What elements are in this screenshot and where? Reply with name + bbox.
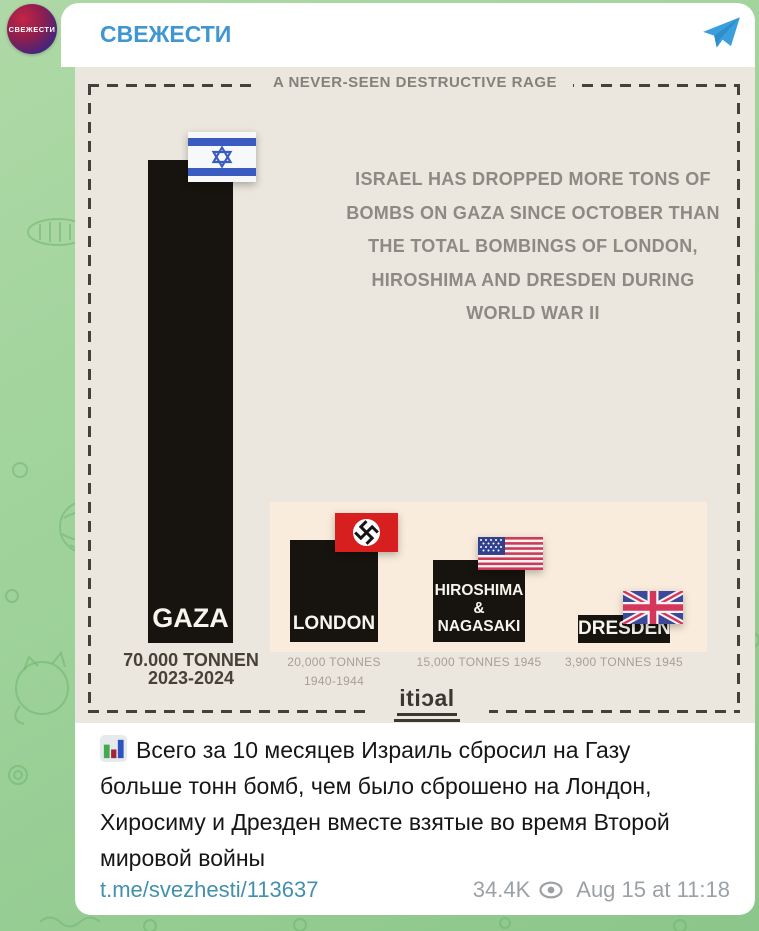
- bar-gaza-sublabel: 70.000 TONNEN 2023-2024: [101, 651, 281, 687]
- dresden-value: 3,900 TONNES 1945: [564, 655, 684, 669]
- channel-avatar[interactable]: СВЕЖЕСТИ: [7, 4, 57, 54]
- london-value: 20,000 TONNES: [287, 655, 381, 669]
- post-date: Aug 15 at 11:18: [576, 877, 730, 902]
- bar-hiroshima-nagasaki: HIROSHIMA & NAGASAKI: [433, 560, 525, 642]
- bar-london-sublabel: 20,000 TONNES 1940-1944: [264, 653, 404, 691]
- publisher-logo-text: itiɔal: [397, 685, 457, 716]
- message-caption-card: Всего за 10 месяцев Израиль сбросил на Г…: [75, 723, 755, 915]
- bar-hiroshima-label: HIROSHIMA & NAGASAKI: [433, 582, 525, 636]
- caption-text: Всего за 10 месяцев Израиль сбросил на Г…: [100, 732, 670, 876]
- statement-line: HIROSHIMA AND DRESDEN DURING: [371, 269, 695, 290]
- publisher-logo-underline: [394, 719, 460, 722]
- views-count: 34.4K: [472, 877, 531, 902]
- dashed-border-left: [88, 84, 91, 713]
- caption-line: Всего за 10 месяцев Израиль сбросил на Г…: [100, 732, 670, 768]
- caption-line: больше тонн бомб, чем было сброшено на Л…: [100, 773, 652, 799]
- infographic-image[interactable]: A NEVER-SEEN DESTRUCTIVE RAGE ISRAEL HAS…: [75, 67, 755, 726]
- united-kingdom-flag-icon: [623, 591, 683, 624]
- gaza-value: 70.000 TONNEN: [123, 650, 259, 670]
- germany-ww2-flag-icon: [335, 513, 398, 552]
- infographic-title: A NEVER-SEEN DESTRUCTIVE RAGE: [257, 70, 573, 96]
- post-link[interactable]: t.me/svezhesti/113637: [100, 877, 319, 902]
- united-states-flag-icon: [478, 537, 543, 570]
- bar-gaza: GAZA: [148, 160, 233, 643]
- bar-hiroshima-label-line2: & NAGASAKI: [437, 600, 521, 635]
- statement-line: THE TOTAL BOMBINGS OF LONDON,: [368, 236, 698, 256]
- bar-hiroshima-label-line1: HIROSHIMA: [434, 582, 524, 599]
- channel-avatar-label: СВЕЖЕСТИ: [8, 24, 56, 34]
- statement-text: ISRAEL HAS DROPPED MORE TONS OF BOMBS ON…: [333, 163, 733, 331]
- caption-line-text: Всего за 10 месяцев Израиль сбросил на Г…: [136, 737, 631, 763]
- post-meta: 34.4K Aug 15 at 11:18: [473, 877, 730, 903]
- message-footer: t.me/svezhesti/113637 34.4K Aug 15 at 11…: [100, 877, 730, 907]
- views-eye-icon: [539, 881, 563, 899]
- message-header: СВЕЖЕСТИ: [61, 3, 755, 67]
- caption-line: мировой войны: [100, 845, 266, 871]
- bar-chart-emoji: [100, 735, 127, 762]
- channel-name[interactable]: СВЕЖЕСТИ: [100, 21, 232, 47]
- israel-flag-icon: [188, 132, 256, 182]
- bar-hiroshima-sublabel: 15,000 TONNES 1945: [399, 653, 559, 672]
- telegram-plane-icon[interactable]: [700, 15, 742, 53]
- bar-dresden-sublabel: 3,900 TONNES 1945: [544, 653, 704, 672]
- publisher-logo: itiɔal: [365, 683, 489, 726]
- statement-line: ISRAEL HAS DROPPED MORE TONS OF: [355, 169, 711, 189]
- bar-london-label: LONDON: [292, 613, 376, 634]
- bar-gaza-label: GAZA: [152, 603, 229, 633]
- hiroshima-value: 15,000 TONNES 1945: [416, 655, 542, 669]
- bar-london: LONDON: [290, 540, 378, 642]
- statement-line: WORLD WAR II: [466, 303, 600, 323]
- dashed-border-right: [737, 84, 740, 713]
- gaza-period: 2023-2024: [147, 668, 235, 688]
- statement-line: BOMBS ON GAZA SINCE OCTOBER THAN: [346, 202, 720, 223]
- london-period: 1940-1944: [303, 674, 365, 688]
- caption-line: Хиросиму и Дрезден вместе взятые во врем…: [100, 809, 670, 835]
